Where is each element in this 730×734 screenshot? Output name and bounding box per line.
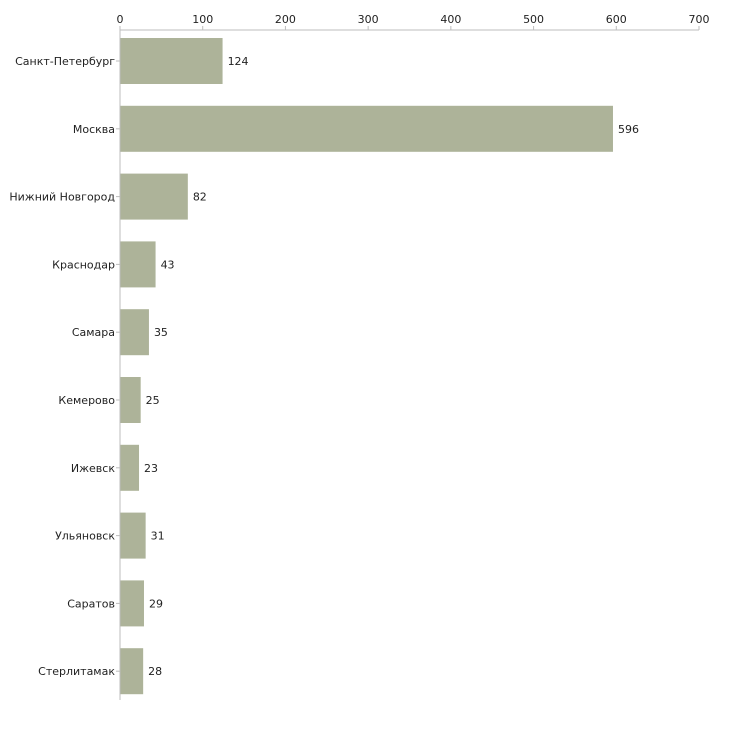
value-label: 82 — [193, 191, 207, 204]
category-label: Санкт-Петербург — [15, 55, 115, 68]
x-tick-label: 0 — [117, 13, 124, 26]
bar — [120, 105, 613, 152]
x-tick-label: 400 — [440, 13, 461, 26]
bar — [120, 512, 146, 559]
category-label: Стерлитамак — [38, 665, 115, 678]
value-label: 596 — [618, 123, 639, 136]
value-label: 31 — [151, 530, 165, 543]
category-label: Самара — [72, 326, 115, 339]
bar — [120, 38, 223, 84]
bar — [120, 444, 140, 491]
x-axis: 0 100 200 300 400 500 600 700 — [117, 13, 710, 31]
value-label: 43 — [161, 258, 175, 271]
x-tick-label: 700 — [689, 13, 710, 26]
value-label: 35 — [154, 326, 168, 339]
bar — [120, 309, 149, 356]
category-label: Саратов — [67, 597, 115, 610]
category-label: Ульяновск — [55, 530, 115, 543]
x-tick-label: 100 — [192, 13, 213, 26]
x-tick-label: 500 — [523, 13, 544, 26]
bars — [120, 38, 613, 695]
value-label: 28 — [148, 665, 162, 678]
category-label: Москва — [73, 123, 115, 136]
bar — [120, 241, 156, 288]
category-label: Ижевск — [71, 462, 115, 475]
y-axis: Санкт-Петербург Москва Нижний Новгород Крас… — [9, 30, 121, 700]
value-label: 23 — [144, 462, 158, 475]
x-tick-label: 300 — [358, 13, 379, 26]
value-label: 29 — [149, 597, 163, 610]
x-tick-label: 600 — [606, 13, 627, 26]
category-label: Кемерово — [58, 394, 115, 407]
category-label: Нижний Новгород — [9, 191, 115, 204]
x-tick-label: 200 — [275, 13, 296, 26]
category-label: Краснодар — [52, 258, 115, 271]
value-label: 124 — [228, 55, 249, 68]
value-labels: 124 596 82 43 35 25 23 31 29 28 — [144, 55, 639, 678]
bar — [120, 580, 144, 627]
bar — [120, 377, 141, 423]
bar — [120, 173, 188, 220]
bar — [120, 648, 144, 695]
value-label: 25 — [146, 394, 160, 407]
